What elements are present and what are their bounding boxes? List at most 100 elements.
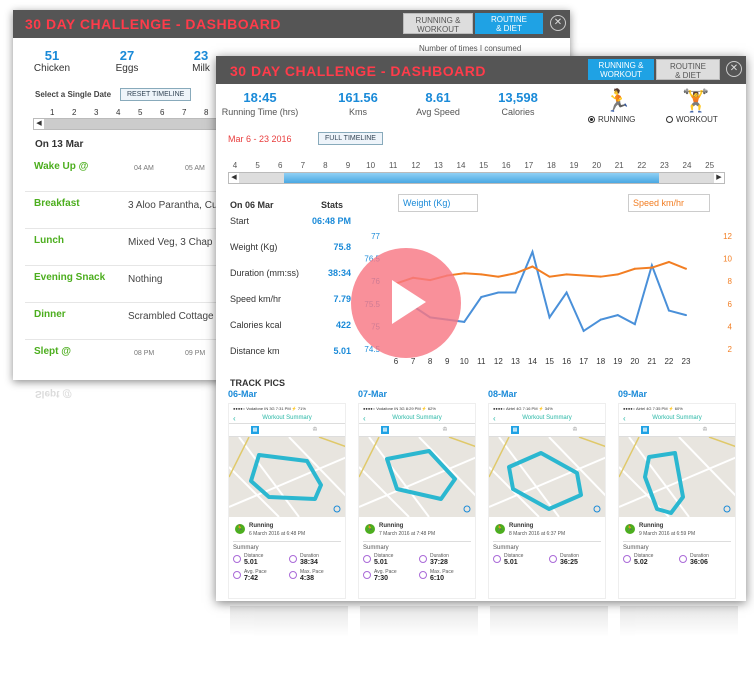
track-pic-date: 06-Mar	[228, 389, 258, 399]
summary-stat-label: Max. Pace	[430, 569, 454, 575]
track-pic[interactable]: 06-Mar ●●●●○ Vodafone IN 3G 7:31 PM ⚡ 71…	[228, 389, 346, 599]
timeline-tick: 4	[116, 108, 121, 117]
meal-name: Slept @	[34, 346, 71, 357]
right-axis-tick: 4	[728, 322, 733, 331]
time-option[interactable]: 09 PM	[185, 350, 206, 357]
track-pic[interactable]: 07-Mar ●●●●○ Vodafone IN 3G 8:29 PM ⚡ 62…	[358, 389, 476, 599]
stat-kms: 161.56 Kms	[328, 90, 388, 117]
stat-row-label: Start	[230, 216, 250, 226]
timeline-tick: 15	[479, 161, 489, 170]
running-icon: 🏃	[495, 524, 505, 534]
full-timeline-button[interactable]: FULL TIMELINE	[318, 132, 383, 145]
time-option[interactable]: 04 AM	[134, 165, 154, 172]
x-axis-tick: 14	[528, 357, 537, 366]
stat-row-start: Start 06:48 PM	[230, 216, 351, 226]
zoom-icon	[463, 505, 471, 513]
left-axis-tick: 74.5	[364, 345, 380, 354]
timeline-slider[interactable]: ◀	[33, 118, 223, 130]
timeline-left-arrow-icon[interactable]: ◀	[229, 173, 239, 183]
run-date: 7 March 2016 at 7:48 PM	[379, 531, 436, 537]
time-option[interactable]: 05 AM	[185, 165, 205, 172]
workout-radio[interactable]: WORKOUT	[666, 115, 726, 124]
summary-stat-duration: Duration 37:28	[419, 553, 473, 568]
stat-value: 161.56	[338, 90, 378, 105]
data-point-speed	[650, 266, 653, 269]
summary-grid: Distance 5.01 Duration 36:25	[493, 553, 601, 585]
meal-value: Nothing	[128, 274, 163, 285]
summary-grid: Distance 5.01 Duration 38:34 Avg. Pace 7…	[233, 553, 341, 585]
timeline-left-arrow-icon[interactable]: ◀	[34, 119, 44, 129]
stat-row-duration: Duration (mm:ss) 38:34	[230, 268, 351, 278]
route-path	[385, 449, 457, 501]
routine-diet-tab[interactable]: ROUTINE & DIET	[475, 13, 543, 34]
stat-row-label: Duration (mm:ss)	[230, 268, 300, 278]
timeline-selected-range[interactable]	[284, 173, 659, 183]
summary-label: Summary	[233, 545, 259, 551]
meal-value: 3 Aloo Parantha, Cu	[128, 200, 218, 211]
timeline-tick: 8	[204, 108, 209, 117]
summary-stat-value: 36:06	[690, 559, 708, 566]
timeline-right-arrow-icon[interactable]: ▶	[714, 173, 724, 183]
stat-running-time: 18:45 Running Time (hrs)	[220, 90, 300, 117]
right-axis-tick: 10	[723, 255, 732, 264]
workout-radio-label: WORKOUT	[676, 115, 718, 124]
reflected-label: Slept @	[35, 388, 72, 399]
timeline-tick: 14	[456, 161, 466, 170]
reset-timeline-button[interactable]: RESET TIMELINE	[120, 88, 192, 101]
running-workout-tab[interactable]: RUNNING & WORKOUT	[403, 13, 473, 34]
time-option[interactable]: 08 PM	[134, 350, 155, 357]
timeline-slider[interactable]: ◀ ▶	[228, 172, 725, 184]
count-label: Chicken	[33, 63, 71, 74]
meal-row-evening-snack: Evening Snack Nothing	[25, 266, 225, 303]
track-pic[interactable]: 08-Mar ●●●●○ Airtel 4G 7:16 PM ⚡ 34% ‹ Wo…	[488, 389, 606, 599]
title-bar: 30 DAY CHALLENGE - DASHBOARD RUNNING & W…	[13, 10, 570, 38]
reflection-card	[360, 606, 478, 636]
count-chicken: 51 Chicken	[27, 48, 77, 74]
right-axis-tick: 12	[723, 232, 732, 241]
data-point-weight	[463, 320, 466, 323]
x-axis-tick: 19	[613, 357, 622, 366]
data-point-speed	[531, 265, 534, 268]
radio-unselected-icon	[666, 116, 673, 124]
timeline-tick: 7	[300, 161, 306, 170]
close-icon[interactable]: ✕	[726, 61, 742, 77]
summary-grid: Distance 5.02 Duration 36:06	[623, 553, 731, 585]
mode-running[interactable]: 🏃 RUNNING	[588, 88, 648, 124]
routine-diet-tab[interactable]: ROUTINE & DIET	[656, 59, 720, 80]
run-info-card: 🏃 Running 7 March 2016 at 7:48 PM	[363, 520, 471, 542]
stat-row-value: 422	[335, 320, 351, 330]
track-pic[interactable]: 09-Mar ●●●●○ Airtel 4G 7:35 PM ⚡ 60% ‹ Wo…	[618, 389, 736, 599]
run-info-card: 🏃 Running 8 March 2016 at 6:37 PM	[493, 520, 601, 542]
map-road	[229, 437, 345, 517]
x-axis-tick: 8	[428, 357, 433, 366]
count-label: Milk	[192, 63, 210, 74]
data-point-speed	[685, 267, 687, 270]
timeline-tick: 6	[160, 108, 165, 117]
weight-series-selector[interactable]: Weight (Kg)	[398, 194, 478, 212]
meal-row-wakeup: Wake Up @ 04 AM 05 AM	[25, 155, 225, 192]
stat-row-value: 38:34	[327, 268, 351, 278]
timeline-tick: 22	[637, 161, 647, 170]
x-axis-tick: 21	[647, 357, 656, 366]
route-map	[489, 437, 605, 517]
running-workout-tab[interactable]: RUNNING & WORKOUT	[588, 59, 654, 80]
mode-workout[interactable]: 🏋 WORKOUT	[666, 88, 726, 124]
stat-row-calories: Calories kcal 422	[230, 320, 351, 330]
data-point-speed	[582, 274, 585, 277]
play-video-button[interactable]	[351, 248, 461, 358]
close-icon[interactable]: ✕	[550, 15, 566, 31]
back-chevron-icon: ‹	[363, 414, 366, 423]
stat-avg-speed: 8.61 Avg Speed	[408, 90, 468, 117]
data-point-weight	[548, 316, 551, 319]
track-pics-label: TRACK PICS	[230, 378, 286, 388]
timeline-tick: 17	[524, 161, 534, 170]
route-map	[229, 437, 345, 517]
running-icon: 🏃	[365, 524, 375, 534]
running-radio[interactable]: RUNNING	[588, 115, 648, 124]
running-icon: 🏃	[235, 524, 245, 534]
speed-series-selector[interactable]: Speed km/hr	[628, 194, 710, 212]
x-axis-tick: 9	[445, 357, 450, 366]
phone-tabs: ▦ ♔	[619, 424, 735, 437]
consumption-counts: 51 Chicken 27 Eggs 23 Milk	[13, 48, 570, 88]
data-point-weight	[667, 309, 670, 312]
